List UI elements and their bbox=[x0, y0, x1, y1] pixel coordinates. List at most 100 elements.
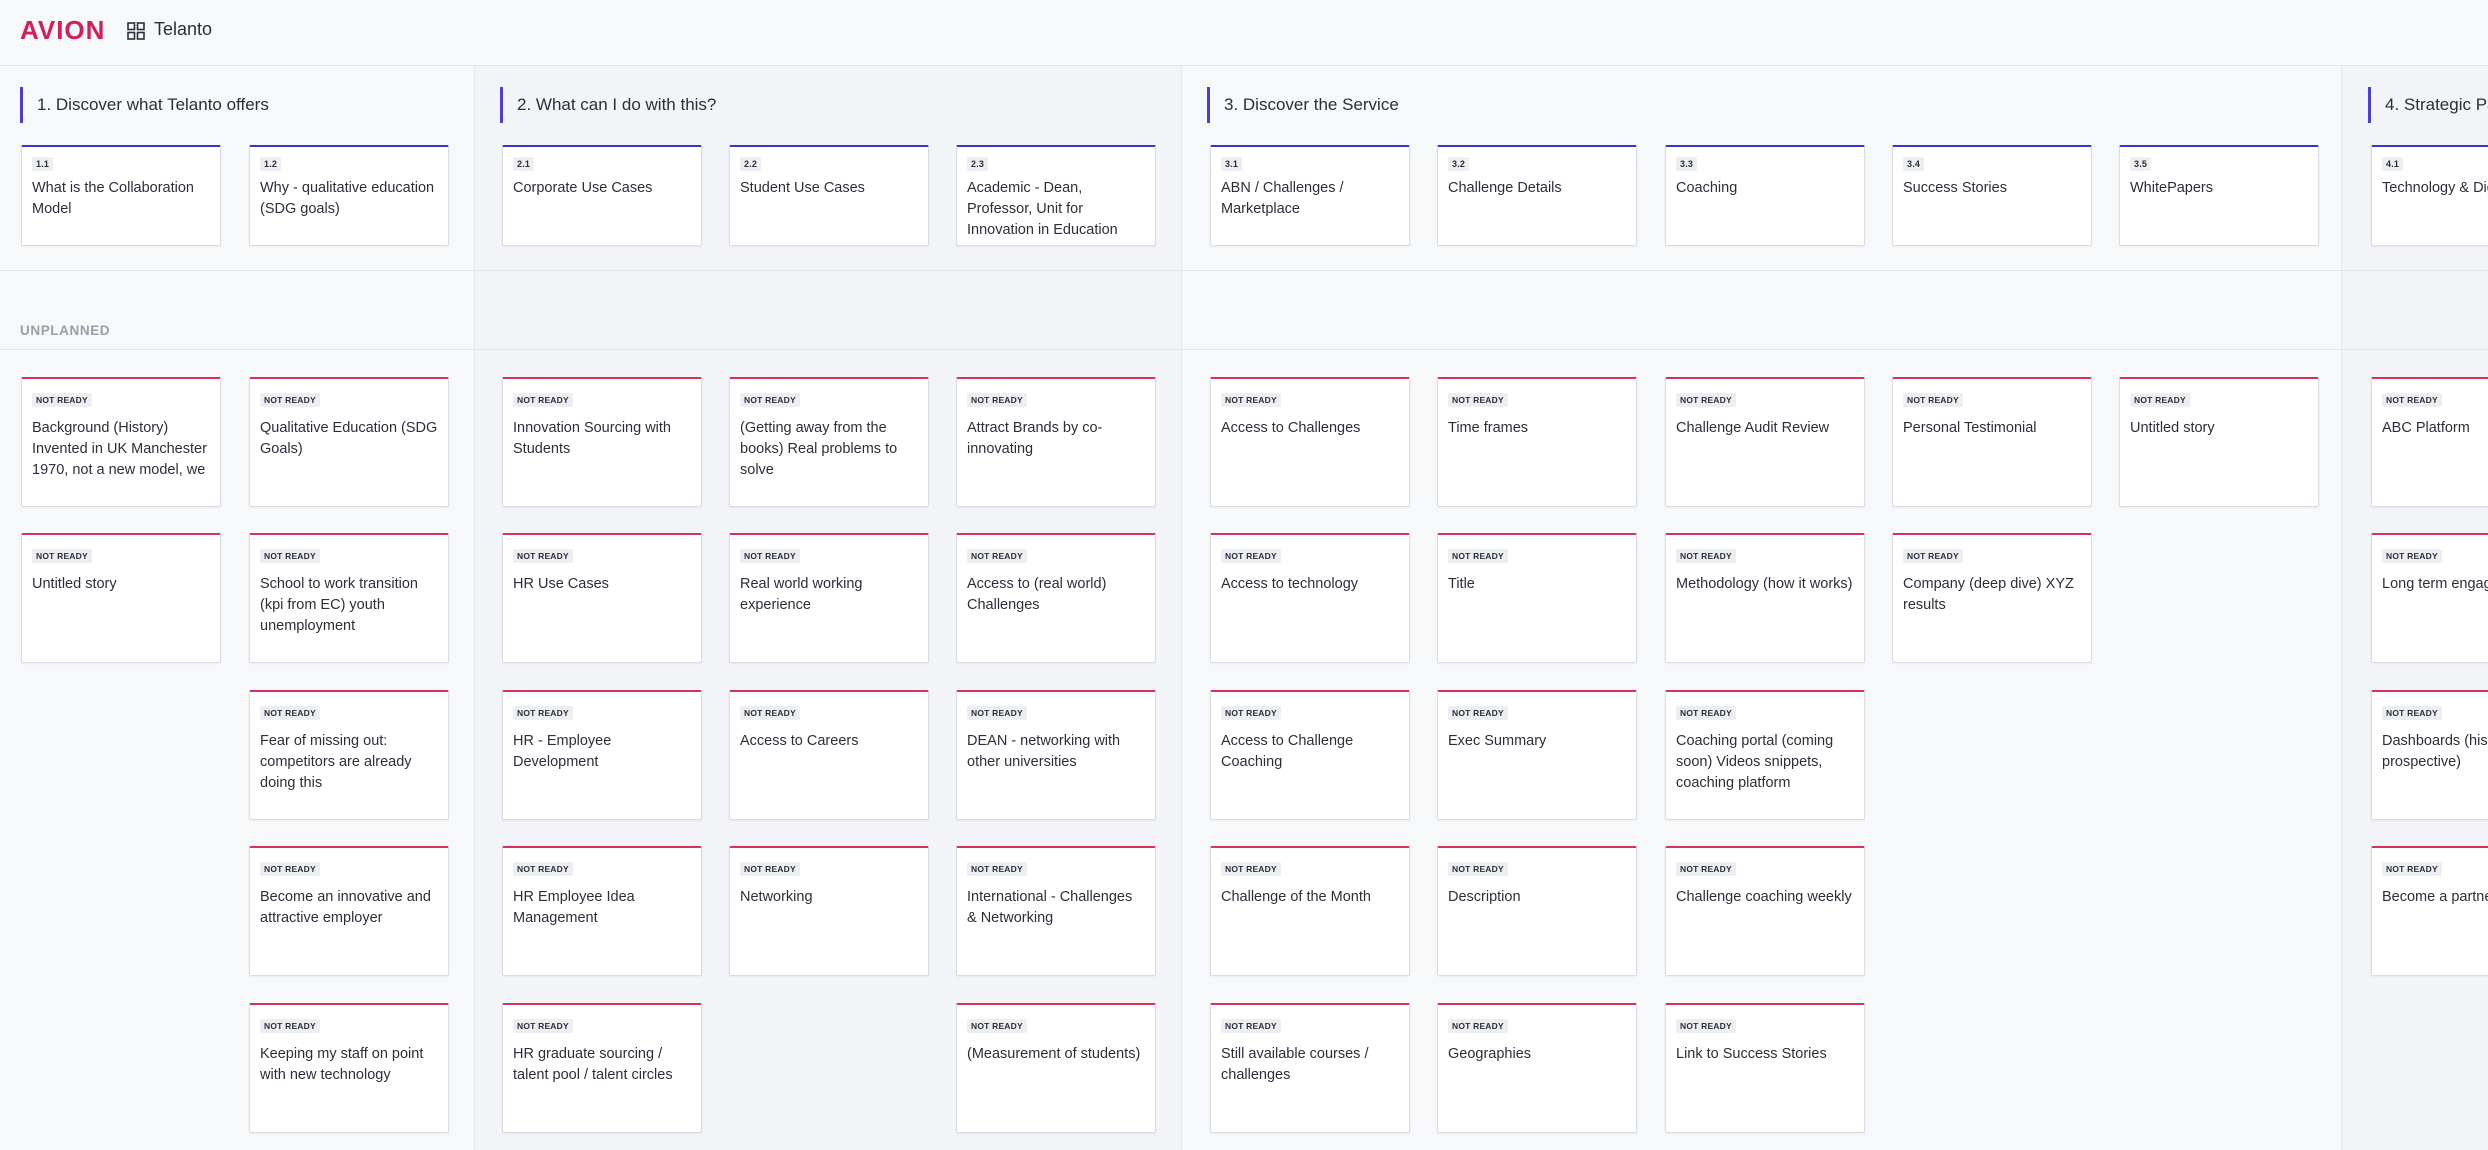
story-card[interactable]: NOT READY Challenge Audit Review bbox=[1665, 377, 1865, 507]
story-card[interactable]: NOT READY Dashboards (historic and prospe… bbox=[2371, 690, 2488, 820]
status-badge: NOT READY bbox=[1221, 862, 1281, 876]
story-title: Untitled story bbox=[32, 576, 117, 592]
status-badge: NOT READY bbox=[260, 549, 320, 563]
story-title: Challenge of the Month bbox=[1221, 889, 1371, 905]
story-card[interactable]: NOT READY Untitled story bbox=[2119, 377, 2319, 507]
story-card[interactable]: NOT READY Methodology (how it works) bbox=[1665, 533, 1865, 663]
story-card[interactable]: NOT READY HR Employee Idea Management bbox=[502, 846, 702, 976]
story-card[interactable]: NOT READY Time frames bbox=[1437, 377, 1637, 507]
story-title: HR graduate sourcing / talent pool / tal… bbox=[513, 1046, 673, 1083]
story-card[interactable]: NOT READY Still available courses / chall… bbox=[1210, 1003, 1410, 1133]
task-id-badge: 2.3 bbox=[967, 157, 989, 171]
story-title: Link to Success Stories bbox=[1676, 1046, 1827, 1062]
task-card[interactable]: 2.2 Student Use Cases bbox=[729, 145, 929, 246]
status-badge: NOT READY bbox=[740, 393, 800, 407]
activity-header[interactable]: 3. Discover the Service bbox=[1207, 87, 2342, 123]
status-badge: NOT READY bbox=[967, 706, 1027, 720]
story-title: Challenge Audit Review bbox=[1676, 420, 1830, 436]
grid-icon[interactable] bbox=[127, 22, 145, 40]
task-title: Success Stories bbox=[1903, 180, 2007, 196]
task-card[interactable]: 1.2 Why - qualitative education (SDG goal… bbox=[249, 145, 449, 246]
task-title: What is the Collaboration Model bbox=[32, 180, 194, 217]
story-card[interactable]: NOT READY Attract Brands by co-innovating bbox=[956, 377, 1156, 507]
story-card[interactable]: NOT READY (Measurement of students) bbox=[956, 1003, 1156, 1133]
story-title: Challenge coaching weekly bbox=[1676, 889, 1852, 905]
story-card[interactable]: NOT READY Challenge of the Month bbox=[1210, 846, 1410, 976]
story-title: Become a partner bbox=[2382, 889, 2488, 905]
task-card[interactable]: 3.3 Coaching bbox=[1665, 145, 1865, 246]
task-title: Why - qualitative education (SDG goals) bbox=[260, 180, 435, 217]
task-card[interactable]: 3.4 Success Stories bbox=[1892, 145, 2092, 246]
story-card[interactable]: NOT READY Access to (real world) Challeng… bbox=[956, 533, 1156, 663]
story-title: (Getting away from the books) Real probl… bbox=[740, 420, 898, 478]
story-title: Still available courses / challenges bbox=[1221, 1046, 1369, 1083]
activity-header[interactable]: 4. Strategic Partnership bbox=[2368, 87, 2488, 123]
story-title: Dashboards (historic and prospective) bbox=[2382, 733, 2488, 770]
story-title: Title bbox=[1448, 576, 1475, 592]
task-card[interactable]: 3.5 WhitePapers bbox=[2119, 145, 2319, 246]
story-title: Exec Summary bbox=[1448, 733, 1547, 749]
story-card[interactable]: NOT READY Access to Careers bbox=[729, 690, 929, 820]
task-card[interactable]: 2.1 Corporate Use Cases bbox=[502, 145, 702, 246]
story-title: Time frames bbox=[1448, 420, 1529, 436]
story-card[interactable]: NOT READY Company (deep dive) XYZ results bbox=[1892, 533, 2092, 663]
task-title: Corporate Use Cases bbox=[513, 180, 653, 196]
task-card[interactable]: 4.1 Technology & Digital bbox=[2371, 145, 2488, 246]
story-card[interactable]: NOT READY (Getting away from the books) R… bbox=[729, 377, 929, 507]
status-badge: NOT READY bbox=[967, 862, 1027, 876]
story-card[interactable]: NOT READY HR - Employee Development bbox=[502, 690, 702, 820]
task-card[interactable]: 1.1 What is the Collaboration Model bbox=[21, 145, 221, 246]
logo-text: AVION bbox=[20, 14, 106, 45]
story-title: Fear of missing out: competitors are alr… bbox=[260, 733, 412, 791]
status-badge: NOT READY bbox=[1676, 862, 1736, 876]
release-label[interactable]: UNPLANNED bbox=[20, 323, 111, 338]
status-badge: NOT READY bbox=[967, 1019, 1027, 1033]
task-title: Technology & Digital bbox=[2382, 180, 2488, 196]
story-title: International - Challenges & Networking bbox=[967, 889, 1133, 926]
story-card[interactable]: NOT READY Personal Testimonial bbox=[1892, 377, 2092, 507]
story-title: Qualitative Education (SDG Goals) bbox=[260, 420, 438, 457]
story-card[interactable]: NOT READY ABC Platform bbox=[2371, 377, 2488, 507]
app-name[interactable]: Telanto bbox=[154, 19, 213, 39]
story-card[interactable]: NOT READY Long term engagement bbox=[2371, 533, 2488, 663]
story-card[interactable]: NOT READY Fear of missing out: competitor… bbox=[249, 690, 449, 820]
story-card[interactable]: NOT READY Background (History) Invented i… bbox=[21, 377, 221, 507]
story-card[interactable]: NOT READY Coaching portal (coming soon) V… bbox=[1665, 690, 1865, 820]
activity-header[interactable]: 2. What can I do with this? bbox=[500, 87, 1180, 123]
story-card[interactable]: NOT READY Description bbox=[1437, 846, 1637, 976]
story-card[interactable]: NOT READY School to work transition (kpi … bbox=[249, 533, 449, 663]
avion-logo[interactable]: AVION bbox=[20, 14, 106, 45]
story-card[interactable]: NOT READY Networking bbox=[729, 846, 929, 976]
story-card[interactable]: NOT READY Qualitative Education (SDG Goal… bbox=[249, 377, 449, 507]
story-card[interactable]: NOT READY HR graduate sourcing / talent p… bbox=[502, 1003, 702, 1133]
task-card[interactable]: 3.1 ABN / Challenges / Marketplace bbox=[1210, 145, 1410, 246]
story-card[interactable]: NOT READY DEAN - networking with other un… bbox=[956, 690, 1156, 820]
story-card[interactable]: NOT READY Become a partner bbox=[2371, 846, 2488, 976]
story-title: Access to Careers bbox=[740, 733, 859, 749]
story-card[interactable]: NOT READY Title bbox=[1437, 533, 1637, 663]
story-card[interactable]: NOT READY Keeping my staff on point with … bbox=[249, 1003, 449, 1133]
story-card[interactable]: NOT READY Link to Success Stories bbox=[1665, 1003, 1865, 1133]
story-card[interactable]: NOT READY Exec Summary bbox=[1437, 690, 1637, 820]
status-badge: NOT READY bbox=[260, 393, 320, 407]
story-card[interactable]: NOT READY Geographies bbox=[1437, 1003, 1637, 1133]
status-badge: NOT READY bbox=[513, 862, 573, 876]
story-card[interactable]: NOT READY Access to technology bbox=[1210, 533, 1410, 663]
task-id-badge: 4.1 bbox=[2382, 157, 2404, 171]
activity-header[interactable]: 1. Discover what Telanto offers bbox=[20, 87, 475, 123]
story-card[interactable]: NOT READY HR Use Cases bbox=[502, 533, 702, 663]
story-card[interactable]: NOT READY Become an innovative and attrac… bbox=[249, 846, 449, 976]
task-id-badge: 3.4 bbox=[1903, 157, 1925, 171]
story-card[interactable]: NOT READY International - Challenges & Ne… bbox=[956, 846, 1156, 976]
task-id-badge: 1.1 bbox=[32, 157, 54, 171]
task-card[interactable]: 2.3 Academic - Dean, Professor, Unit for … bbox=[956, 145, 1156, 246]
story-card[interactable]: NOT READY Access to Challenge Coaching bbox=[1210, 690, 1410, 820]
task-card[interactable]: 3.2 Challenge Details bbox=[1437, 145, 1637, 246]
story-card[interactable]: NOT READY Access to Challenges bbox=[1210, 377, 1410, 507]
story-card[interactable]: NOT READY Real world working experience bbox=[729, 533, 929, 663]
story-card[interactable]: NOT READY Challenge coaching weekly bbox=[1665, 846, 1865, 976]
story-card[interactable]: NOT READY Innovation Sourcing with Studen… bbox=[502, 377, 702, 507]
story-card[interactable]: NOT READY Untitled story bbox=[21, 533, 221, 663]
status-badge: NOT READY bbox=[1448, 706, 1508, 720]
task-title: Academic - Dean, Professor, Unit for Inn… bbox=[967, 180, 1118, 238]
